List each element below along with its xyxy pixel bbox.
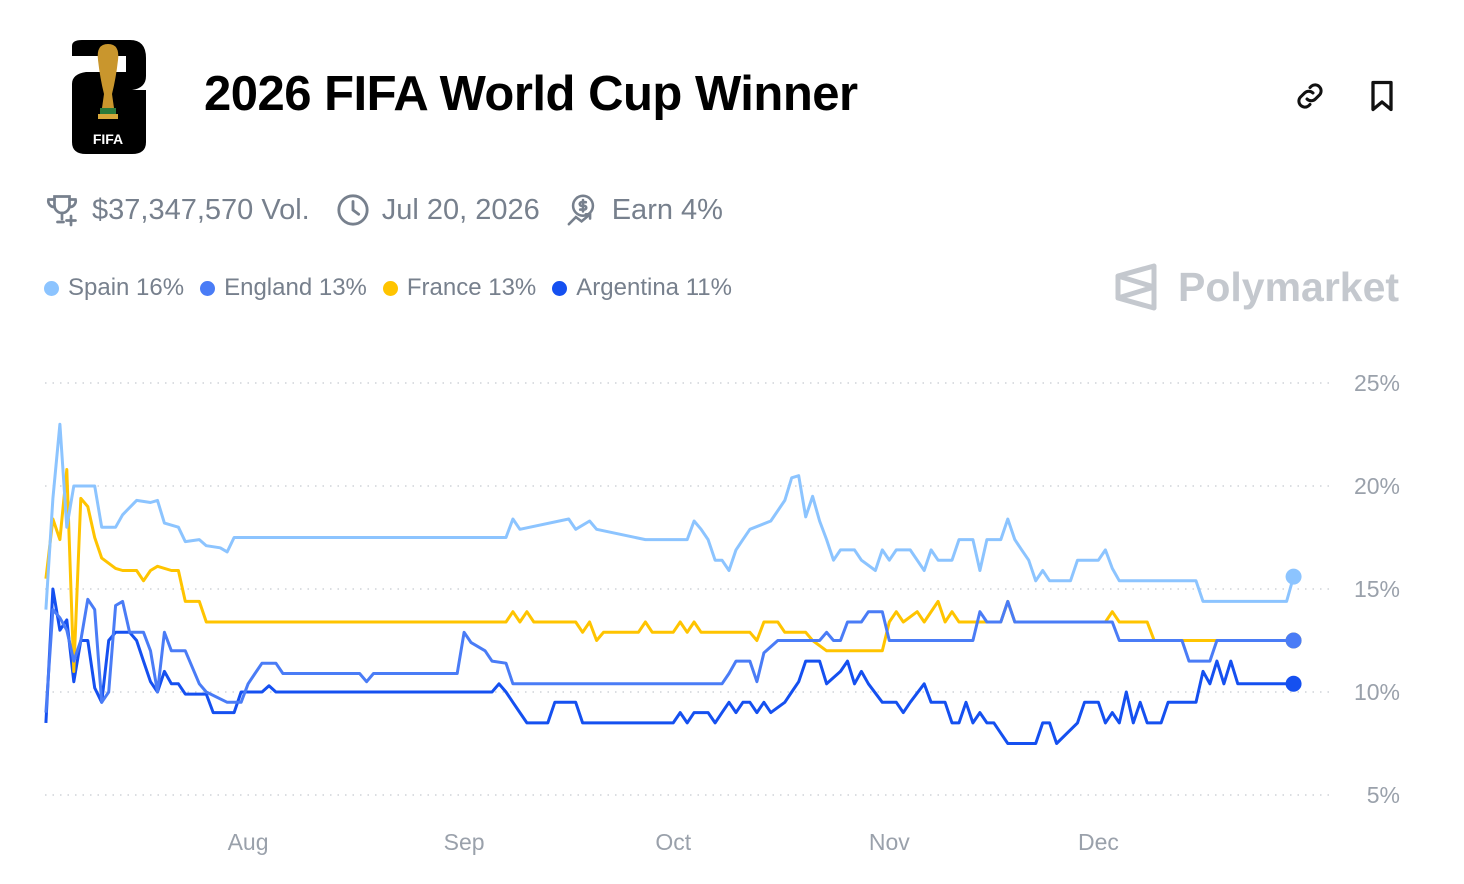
y-tick-label: 15% (1354, 576, 1400, 602)
y-tick-label: 5% (1367, 782, 1400, 808)
link-icon[interactable] (1292, 78, 1328, 114)
legend-dot (44, 280, 59, 296)
legend-label: Argentina 11% (576, 274, 732, 301)
x-tick-label: Sep (444, 829, 485, 855)
legend-label: France 13% (406, 274, 537, 301)
volume-value: $37,347,570 Vol. (92, 193, 310, 226)
market-stats: $37,347,570 Vol. Jul 20, 2026 Earn 4% (44, 192, 749, 228)
legend-dot (382, 280, 398, 296)
clock-icon (337, 194, 369, 226)
series-line-england (44, 597, 1294, 713)
x-tick-label: Dec (1078, 829, 1119, 855)
y-tick-label: 20% (1354, 473, 1400, 499)
series-line-spain (44, 422, 1296, 610)
series-line-france (44, 468, 1294, 673)
fifa-world-cup-logo: FIFA (72, 40, 146, 154)
legend-dot (200, 280, 216, 296)
earn-stat[interactable]: Earn 4% (566, 193, 723, 227)
series-line-argentina (44, 587, 1294, 745)
legend-item-spain[interactable]: Spain 16% (44, 274, 184, 302)
series-end-dot-spain (1285, 568, 1302, 585)
earn-value: Earn 4% (611, 193, 723, 226)
logo-text: FIFA (93, 131, 123, 147)
y-tick-label: 25% (1354, 370, 1400, 396)
x-tick-label: Aug (228, 829, 269, 855)
end-date-stat: Jul 20, 2026 (336, 193, 540, 227)
earn-icon (567, 194, 594, 226)
legend-item-france[interactable]: France 13% (382, 274, 537, 302)
legend-label: Spain 16% (68, 274, 185, 301)
x-tick-label: Oct (655, 829, 691, 855)
bookmark-icon[interactable] (1364, 78, 1400, 114)
series-end-dot-argentina (1285, 675, 1302, 692)
y-tick-label: 10% (1354, 679, 1400, 705)
legend-dot (552, 280, 568, 296)
brand-name: Polymarket (1178, 263, 1400, 310)
x-tick-label: Nov (869, 829, 910, 855)
trophy-icon (46, 195, 78, 227)
page-title: 2026 FIFA World Cup Winner (204, 67, 858, 121)
volume-stat: $37,347,570 Vol. (44, 192, 310, 228)
chart-legend: Spain 16% England 13% France 13% Argentina … (44, 274, 748, 302)
legend-item-england[interactable]: England 13% (200, 274, 367, 302)
polymarket-logo-icon (1115, 263, 1157, 311)
series-end-dot-england (1285, 632, 1302, 649)
legend-item-argentina[interactable]: Argentina 11% (552, 274, 732, 302)
legend-label: England 13% (224, 274, 367, 301)
polymarket-watermark: Polymarket (1114, 262, 1399, 312)
end-date-value: Jul 20, 2026 (381, 193, 540, 226)
